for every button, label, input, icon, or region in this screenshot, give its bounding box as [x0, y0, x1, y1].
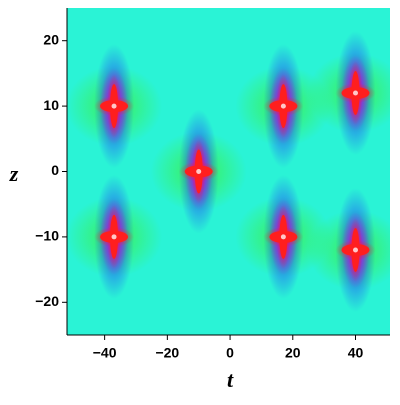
peak [235, 174, 332, 299]
peak [67, 44, 163, 169]
y-tick-label: 0 [51, 162, 59, 178]
center [111, 234, 117, 240]
peak [67, 174, 163, 299]
plot-area [67, 8, 390, 335]
peak [150, 109, 247, 234]
peak [307, 187, 390, 312]
x-tick-label: −40 [93, 345, 117, 361]
center [353, 90, 359, 96]
center [280, 234, 286, 240]
x-tick-label: 20 [285, 345, 301, 361]
y-tick-label: −20 [35, 293, 59, 309]
peak [235, 44, 332, 169]
y-tick-label: −10 [35, 228, 59, 244]
peak [307, 31, 390, 156]
x-axis-label: t [227, 367, 234, 392]
y-axis-label: z [9, 161, 19, 186]
y-tick-label: 10 [43, 97, 59, 113]
center [353, 247, 359, 253]
x-tick-label: 40 [348, 345, 364, 361]
x-tick-label: 0 [226, 345, 234, 361]
y-tick-label: 20 [43, 31, 59, 47]
center [111, 103, 117, 109]
center [280, 103, 286, 109]
x-tick-label: −20 [155, 345, 179, 361]
center [196, 169, 202, 174]
